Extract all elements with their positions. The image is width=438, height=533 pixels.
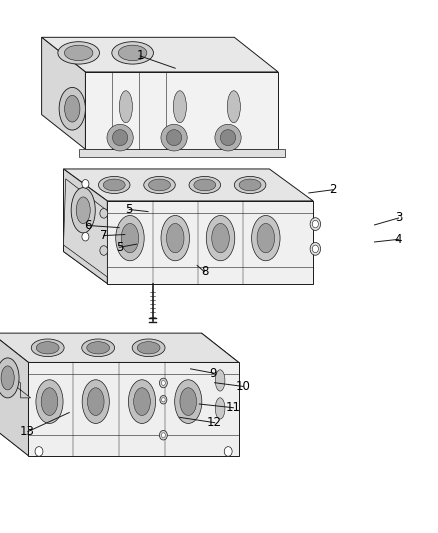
Circle shape: [82, 232, 89, 241]
Ellipse shape: [215, 370, 225, 391]
Ellipse shape: [119, 91, 132, 123]
Ellipse shape: [220, 130, 236, 146]
Ellipse shape: [82, 379, 110, 423]
Ellipse shape: [194, 179, 216, 191]
Ellipse shape: [58, 42, 99, 64]
Ellipse shape: [76, 197, 90, 223]
Ellipse shape: [116, 215, 144, 261]
Circle shape: [82, 180, 89, 188]
Polygon shape: [64, 252, 313, 284]
Ellipse shape: [161, 124, 187, 151]
Circle shape: [312, 245, 318, 253]
Circle shape: [162, 398, 165, 402]
Text: 8: 8: [201, 265, 208, 278]
Ellipse shape: [87, 342, 110, 354]
Ellipse shape: [239, 179, 261, 191]
Ellipse shape: [71, 188, 95, 233]
Polygon shape: [0, 426, 239, 456]
Ellipse shape: [161, 215, 190, 261]
Ellipse shape: [134, 388, 150, 416]
Circle shape: [159, 431, 167, 440]
Ellipse shape: [65, 95, 80, 122]
Ellipse shape: [148, 179, 170, 191]
Text: 1: 1: [136, 50, 144, 62]
Ellipse shape: [112, 42, 153, 64]
Polygon shape: [107, 201, 313, 284]
Ellipse shape: [59, 87, 85, 130]
Polygon shape: [42, 37, 278, 72]
Circle shape: [160, 395, 167, 404]
Polygon shape: [64, 179, 107, 277]
Ellipse shape: [215, 124, 241, 151]
Text: 12: 12: [207, 416, 222, 429]
Ellipse shape: [173, 91, 187, 123]
Ellipse shape: [257, 223, 275, 253]
Ellipse shape: [175, 379, 202, 423]
Ellipse shape: [82, 339, 115, 357]
Ellipse shape: [212, 223, 230, 253]
Polygon shape: [0, 333, 28, 456]
Polygon shape: [64, 169, 313, 201]
Polygon shape: [42, 37, 85, 149]
Circle shape: [310, 243, 321, 255]
Circle shape: [224, 447, 232, 456]
Ellipse shape: [31, 339, 64, 357]
Ellipse shape: [166, 130, 182, 146]
Circle shape: [161, 381, 166, 385]
Circle shape: [35, 447, 43, 456]
Ellipse shape: [206, 215, 235, 261]
Ellipse shape: [0, 358, 19, 398]
Text: 10: 10: [236, 380, 251, 393]
Ellipse shape: [251, 215, 280, 261]
Polygon shape: [79, 149, 285, 157]
Ellipse shape: [234, 176, 266, 193]
Text: 9: 9: [209, 367, 217, 379]
Circle shape: [100, 208, 108, 218]
Ellipse shape: [107, 124, 133, 151]
Ellipse shape: [180, 388, 197, 416]
Ellipse shape: [99, 176, 130, 193]
Ellipse shape: [144, 176, 175, 193]
Ellipse shape: [215, 398, 225, 419]
Ellipse shape: [132, 339, 165, 357]
Polygon shape: [0, 333, 239, 362]
Circle shape: [161, 433, 166, 438]
Text: 5: 5: [116, 241, 123, 254]
Ellipse shape: [128, 379, 155, 423]
Text: 4: 4: [395, 233, 403, 246]
Text: 2: 2: [329, 183, 337, 196]
Ellipse shape: [121, 223, 139, 253]
Text: 5: 5: [126, 203, 133, 216]
Ellipse shape: [36, 342, 59, 354]
Polygon shape: [64, 169, 107, 284]
Polygon shape: [85, 72, 278, 149]
Text: 11: 11: [226, 401, 241, 414]
Ellipse shape: [64, 45, 93, 61]
Ellipse shape: [88, 388, 104, 416]
Text: 3: 3: [395, 212, 402, 224]
Ellipse shape: [36, 379, 63, 423]
Text: 7: 7: [100, 229, 108, 242]
Circle shape: [310, 217, 321, 230]
Ellipse shape: [118, 45, 147, 61]
Ellipse shape: [113, 130, 128, 146]
Circle shape: [100, 246, 108, 255]
Circle shape: [159, 378, 167, 388]
Text: 13: 13: [20, 425, 35, 438]
Polygon shape: [0, 354, 31, 398]
Ellipse shape: [1, 366, 14, 390]
Polygon shape: [201, 333, 239, 456]
Text: 6: 6: [84, 219, 92, 232]
Ellipse shape: [166, 223, 184, 253]
Ellipse shape: [103, 179, 125, 191]
Ellipse shape: [137, 342, 160, 354]
Ellipse shape: [227, 91, 240, 123]
Circle shape: [312, 220, 318, 228]
Ellipse shape: [189, 176, 221, 193]
Ellipse shape: [41, 388, 58, 416]
Polygon shape: [28, 362, 239, 456]
